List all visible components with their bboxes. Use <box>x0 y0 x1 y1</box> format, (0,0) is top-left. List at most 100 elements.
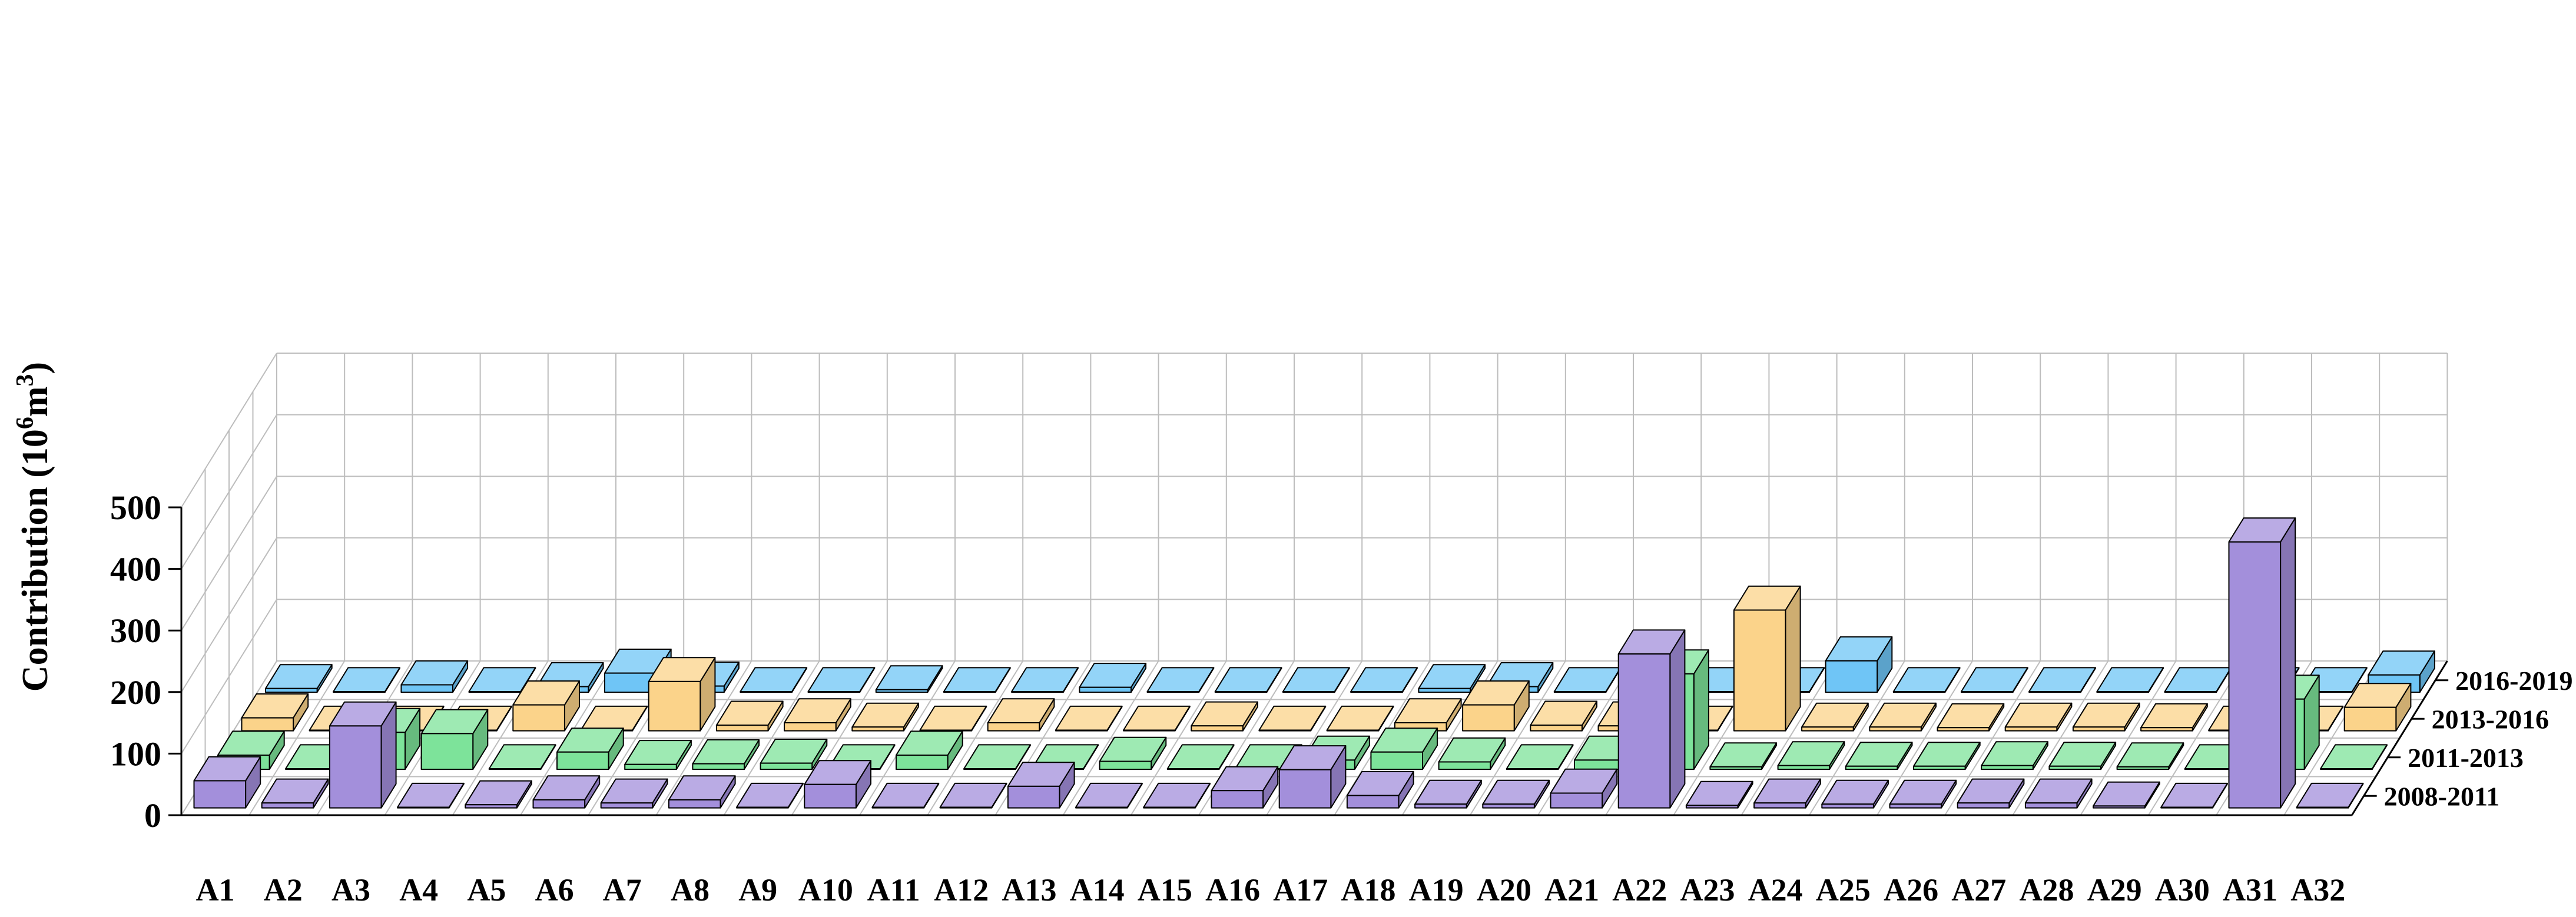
bar-front <box>1937 727 1990 732</box>
y-tick-label: 200 <box>110 673 161 712</box>
bar-top <box>1011 667 1079 692</box>
bar-front <box>1957 802 2010 809</box>
bar <box>1482 779 1550 809</box>
bar-front <box>2343 706 2397 732</box>
bar-front <box>2048 765 2101 770</box>
bar-top <box>2320 744 2388 769</box>
y-tick-label: 0 <box>144 796 161 835</box>
bar-top <box>333 667 400 692</box>
bar-top <box>1282 667 1350 692</box>
bar-front <box>851 726 904 732</box>
side-grid-hline <box>181 476 277 631</box>
x-tick-label: A12 <box>934 872 989 908</box>
bar-front <box>804 783 857 809</box>
side-grid-hline <box>181 353 277 508</box>
x-tick-label: A11 <box>867 872 920 908</box>
bar <box>1418 664 1486 693</box>
x-tick-label: A23 <box>1680 872 1735 908</box>
bar-front <box>532 799 586 809</box>
bar <box>512 680 580 732</box>
bar <box>1709 742 1778 770</box>
y-tick-label: 500 <box>110 489 161 527</box>
bar-front <box>1821 803 1874 809</box>
bar <box>1258 705 1327 732</box>
bar <box>329 701 397 809</box>
axis-layer <box>168 506 2449 816</box>
bar <box>875 665 943 693</box>
bar-top <box>2028 667 2096 692</box>
bar <box>1845 742 1913 770</box>
bar <box>1753 778 1821 809</box>
series-label: 2008-2011 <box>2384 781 2500 811</box>
bar-top <box>736 782 804 808</box>
bar <box>1961 667 2028 693</box>
bars-layer <box>193 517 2435 809</box>
bar-top <box>1326 705 1394 731</box>
bar-front <box>896 755 949 770</box>
x-tick-label: A27 <box>1951 872 2006 908</box>
bar <box>692 739 760 770</box>
bar-front <box>692 763 745 770</box>
bar <box>1123 705 1191 732</box>
bar-top <box>580 705 648 731</box>
bar <box>1346 771 1414 809</box>
bar-front <box>715 725 769 732</box>
bar-top <box>1553 667 1622 692</box>
x-tick-label: A9 <box>738 872 777 908</box>
bar <box>2320 744 2388 770</box>
bar-top <box>740 667 808 692</box>
x-tick-label: A15 <box>1138 872 1192 908</box>
bar-front <box>1278 769 1332 809</box>
bar-front <box>420 733 474 770</box>
bar-front <box>1913 765 1966 770</box>
x-tick-label: A4 <box>399 872 438 908</box>
bar-front <box>2093 805 2146 809</box>
x-tick-label: A2 <box>264 872 303 908</box>
x-tick-label: A5 <box>467 872 506 908</box>
bar <box>2048 742 2117 770</box>
bar <box>2343 683 2412 732</box>
bar <box>807 667 876 693</box>
bar-front <box>2024 802 2078 809</box>
bar-top <box>1123 705 1191 731</box>
bar-side <box>1669 629 1686 809</box>
bar <box>1438 737 1506 770</box>
bar <box>1550 768 1618 809</box>
bar-front <box>1191 725 1244 732</box>
bar-front <box>1211 790 1264 809</box>
bar <box>556 727 624 770</box>
bar <box>420 709 489 770</box>
bar <box>784 698 851 732</box>
bar <box>2160 782 2228 809</box>
side-grid-hline <box>181 414 277 570</box>
bar-front <box>400 684 453 693</box>
bar-top <box>1166 744 1235 769</box>
bar-front <box>512 704 565 732</box>
bar-front <box>265 687 318 693</box>
bar-front <box>1258 729 1312 732</box>
bar-front <box>1845 765 1898 770</box>
bar-front <box>329 725 382 809</box>
bar <box>1211 766 1279 809</box>
bar <box>736 782 804 809</box>
bar <box>1892 667 1961 693</box>
bar-front <box>2004 726 2058 732</box>
bar-top <box>919 705 987 731</box>
bar <box>2004 702 2073 732</box>
x-tick-label: A30 <box>2155 872 2210 908</box>
bar <box>804 760 871 809</box>
bar-top <box>2164 667 2232 692</box>
bar <box>265 664 333 693</box>
label-layer: Contribution (106m3) 0 100 200 300 400 500 A1 A… <box>12 362 2572 908</box>
bar-top <box>1709 742 1778 768</box>
bar <box>1143 782 1211 809</box>
bar-front <box>1099 760 1152 770</box>
bar <box>1166 744 1235 770</box>
bar <box>397 782 465 809</box>
bar <box>1146 667 1215 693</box>
bar-front <box>1414 803 1467 809</box>
bar-front <box>556 751 609 770</box>
x-tick-label: A8 <box>671 872 710 908</box>
bar <box>1055 705 1123 732</box>
